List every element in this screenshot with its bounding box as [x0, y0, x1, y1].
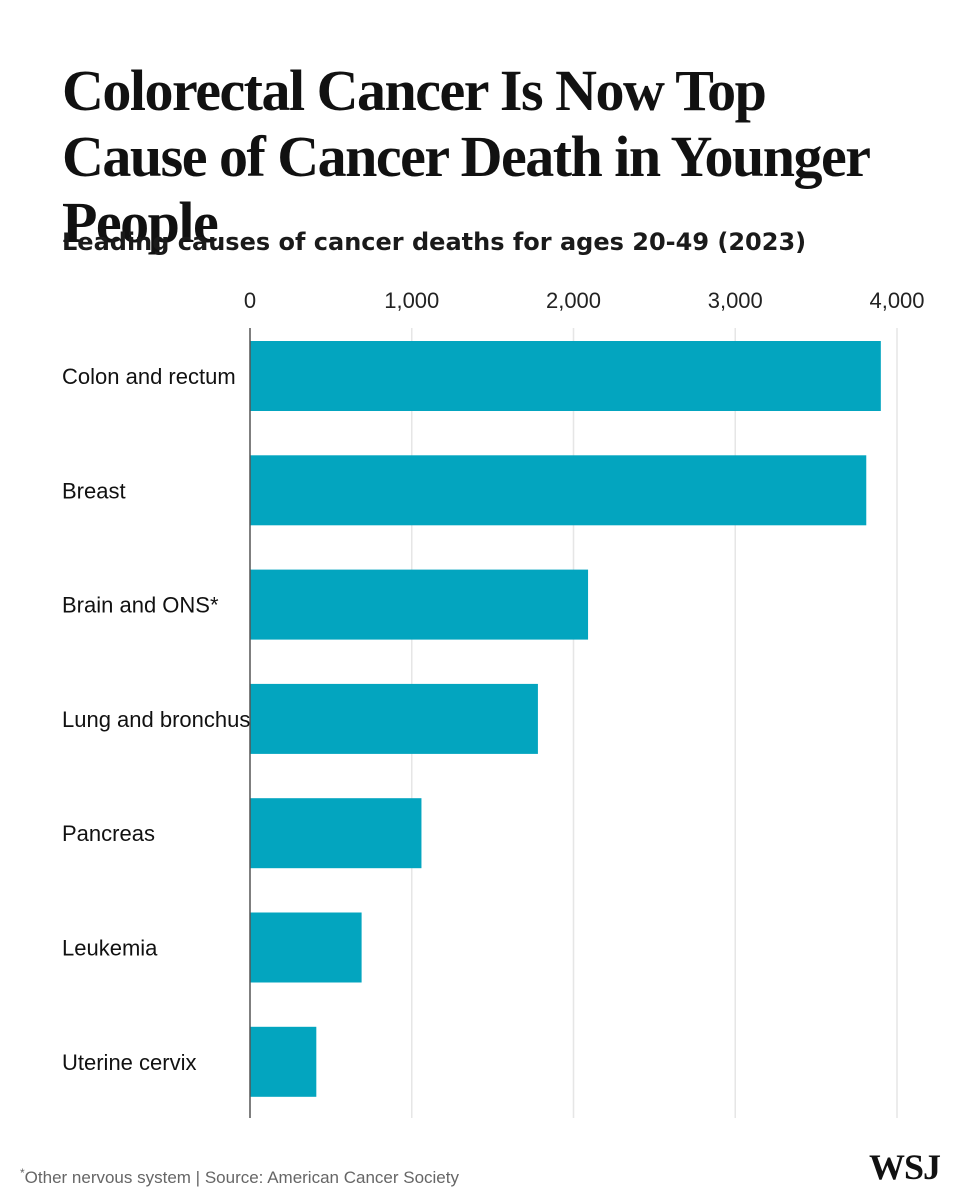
category-label: Brain and ONS*: [62, 593, 219, 618]
bars: [250, 341, 881, 1097]
x-tick-label: 0: [244, 288, 256, 313]
bar: [250, 341, 881, 411]
category-label: Lung and bronchus: [62, 707, 250, 732]
chart-title: Colorectal Cancer Is Now Top Cause of Ca…: [62, 58, 870, 255]
bar-chart: 0 1,000 2,000 3,000 4,000 Colon and rectum Br…: [62, 288, 925, 1118]
category-label: Uterine cervix: [62, 1050, 196, 1075]
footnote-text: Other nervous system | Source: American …: [24, 1168, 459, 1187]
category-label: Pancreas: [62, 821, 155, 846]
x-tick-label: 2,000: [546, 288, 601, 313]
category-label: Breast: [62, 478, 126, 503]
bar: [250, 455, 867, 526]
bar: [250, 912, 362, 983]
category-labels: Colon and rectum Breast Brain and ONS* Lung…: [62, 364, 250, 1075]
footnote-asterisk: *: [20, 1166, 25, 1180]
x-axis-ticks: 0 1,000 2,000 3,000 4,000: [244, 288, 925, 313]
x-tick-label: 4,000: [869, 288, 924, 313]
category-label: Colon and rectum: [62, 364, 236, 389]
bar: [250, 683, 538, 754]
bar: [250, 569, 589, 640]
chart-subtitle: Leading causes of cancer deaths for ages…: [62, 228, 807, 256]
wsj-logo: WSJ: [868, 1147, 941, 1187]
x-tick-label: 1,000: [384, 288, 439, 313]
bar: [250, 1026, 317, 1097]
category-label: Leukemia: [62, 936, 158, 961]
x-tick-label: 3,000: [708, 288, 763, 313]
bar: [250, 798, 422, 869]
footnote: *Other nervous system | Source: American…: [20, 1166, 459, 1188]
